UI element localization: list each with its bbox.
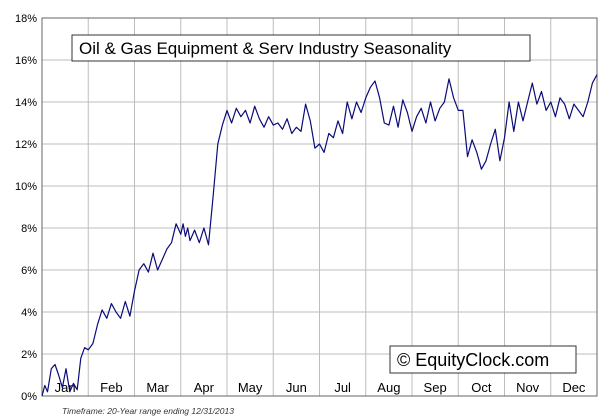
y-tick-label: 4% bbox=[21, 307, 37, 319]
watermark-text: © EquityClock.com bbox=[397, 350, 549, 370]
x-tick-label: Jun bbox=[286, 380, 307, 395]
x-tick-label: Nov bbox=[516, 380, 540, 395]
x-tick-label: Jul bbox=[334, 380, 351, 395]
y-tick-label: 12% bbox=[15, 139, 37, 151]
x-tick-label: Aug bbox=[377, 380, 400, 395]
y-tick-label: 0% bbox=[21, 391, 37, 403]
x-tick-label: Dec bbox=[562, 380, 586, 395]
y-tick-label: 2% bbox=[21, 349, 37, 361]
x-axis-month-labels: Jan Feb Mar Apr May Jun Jul Aug Sep Oct Nov Dec bbox=[55, 380, 586, 395]
watermark-box: © EquityClock.com bbox=[389, 345, 577, 374]
x-tick-label: Sep bbox=[424, 380, 447, 395]
x-tick-label: Feb bbox=[100, 380, 122, 395]
y-tick-label: 6% bbox=[21, 265, 37, 277]
x-tick-label: Apr bbox=[194, 380, 215, 395]
y-tick-label: 18% bbox=[15, 13, 37, 25]
x-tick-label: Oct bbox=[471, 380, 492, 395]
y-tick-label: 10% bbox=[15, 181, 37, 193]
y-axis-tick-labels: 0% 2% 4% 6% 8% 10% 12% 14% 16% 18% bbox=[15, 13, 37, 403]
x-tick-label: Jan bbox=[55, 380, 76, 395]
seasonality-line bbox=[41, 74, 598, 397]
x-tick-label: May bbox=[238, 380, 263, 395]
y-tick-label: 16% bbox=[15, 55, 37, 67]
title-box-frame bbox=[71, 34, 531, 62]
chart-title: Oil & Gas Equipment & Serv Industry Seas… bbox=[79, 39, 452, 58]
watermark-frame bbox=[389, 345, 577, 374]
y-tick-label: 8% bbox=[21, 223, 37, 235]
y-tick-label: 14% bbox=[15, 97, 37, 109]
chart-title-box: Oil & Gas Equipment & Serv Industry Seas… bbox=[71, 34, 531, 62]
x-tick-label: Mar bbox=[146, 380, 169, 395]
plot-area-frame bbox=[41, 17, 598, 397]
timeframe-footnote: Timeframe: 20-Year range ending 12/31/20… bbox=[62, 406, 234, 416]
